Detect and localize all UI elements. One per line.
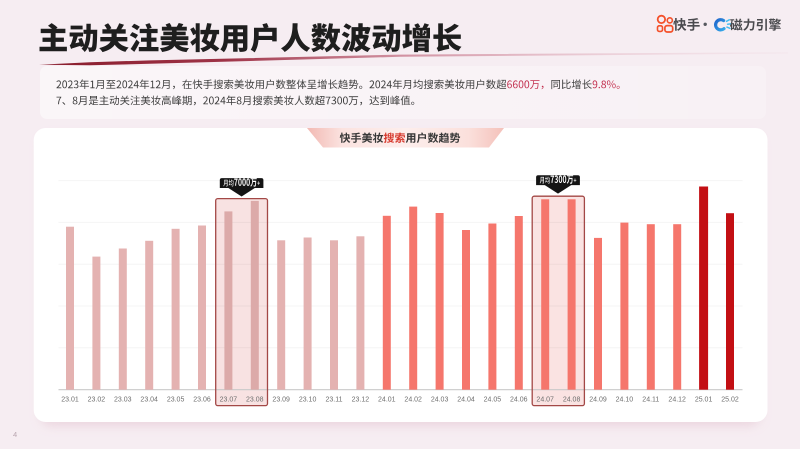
svg-text:4: 4 [13,430,17,439]
svg-text:23.09: 23.09 [272,396,290,403]
svg-text:24.09: 24.09 [589,396,607,403]
svg-text:23.04: 23.04 [140,396,158,403]
svg-text:24.01: 24.01 [378,396,396,403]
svg-text:25.01: 25.01 [695,396,713,403]
svg-text:24.07: 24.07 [536,396,554,403]
svg-text:24.05: 24.05 [484,396,502,403]
svg-text:24.06: 24.06 [510,396,528,403]
svg-text:24.04: 24.04 [457,396,475,403]
svg-text:23.02: 23.02 [88,396,106,403]
svg-text:24.03: 24.03 [431,396,449,403]
svg-text:23.12: 23.12 [352,396,370,403]
svg-text:23.08: 23.08 [246,396,264,403]
svg-text:23.07: 23.07 [220,396,238,403]
svg-text:23.03: 23.03 [114,396,132,403]
svg-text:23.01: 23.01 [61,396,79,403]
svg-text:24.11: 24.11 [642,396,659,403]
svg-text:24.10: 24.10 [616,396,634,403]
svg-text:23.10: 23.10 [299,396,317,403]
svg-text:23.11: 23.11 [326,396,343,403]
svg-text:23.06: 23.06 [193,396,211,403]
svg-text:23.05: 23.05 [167,396,185,403]
svg-text:24.08: 24.08 [563,396,581,403]
svg-text:25.02: 25.02 [721,396,739,403]
svg-text:24.02: 24.02 [404,396,422,403]
svg-text:24.12: 24.12 [668,396,686,403]
